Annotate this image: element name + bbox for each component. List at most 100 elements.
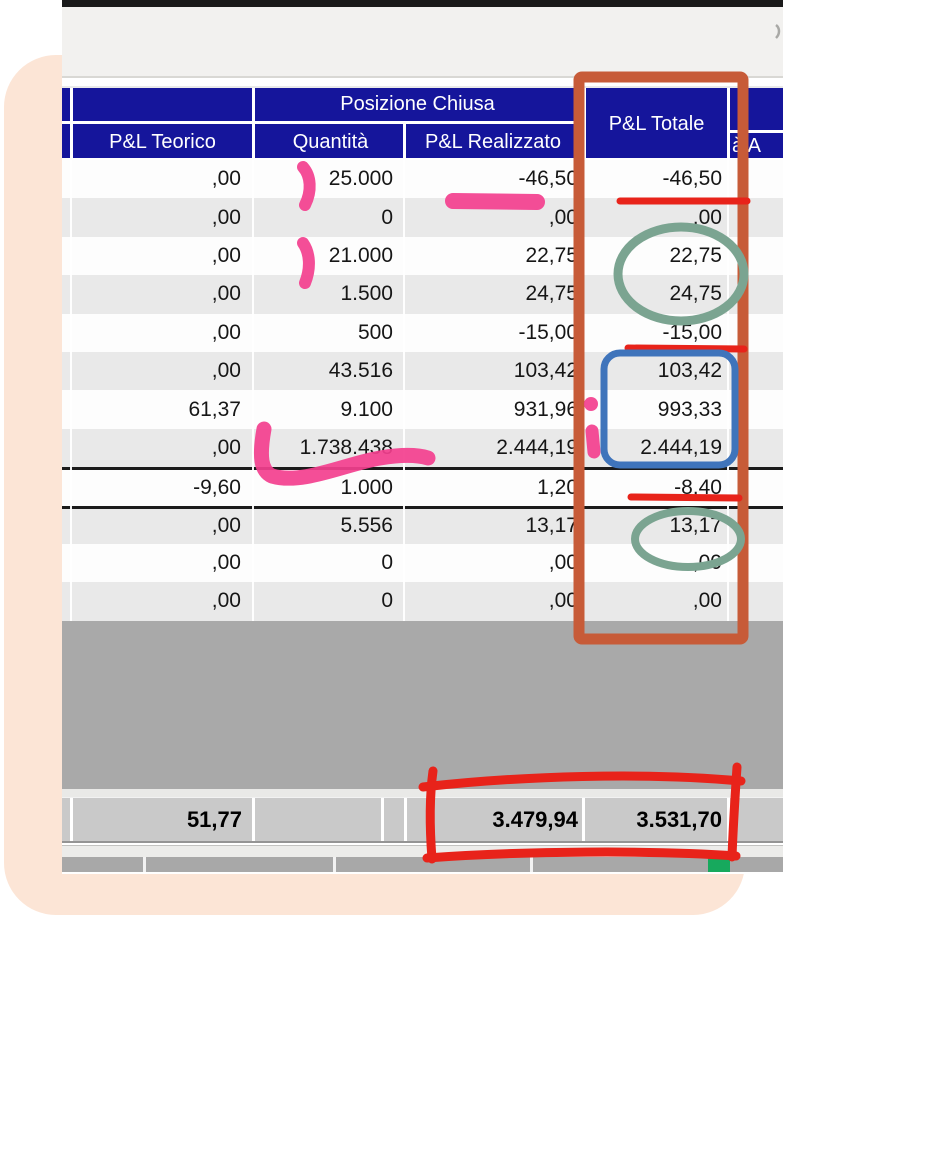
cell-quantita: 0 bbox=[381, 551, 393, 575]
totals-divider bbox=[727, 798, 730, 841]
cell-teorico: ,00 bbox=[211, 359, 241, 383]
cell-realizzato: ,00 bbox=[548, 551, 578, 575]
table-row[interactable]: ,00 1.738.438 2.444,19 2.444,19 bbox=[62, 428, 783, 468]
scrollbar-divider bbox=[530, 857, 533, 872]
cell-totale: 13,17 bbox=[669, 514, 722, 538]
cell-teorico: ,00 bbox=[211, 282, 241, 306]
table-row[interactable]: ,00 0 ,00 ,00 bbox=[62, 582, 783, 621]
total-pnl-totale: 3.531,70 bbox=[636, 806, 722, 832]
cell-teorico: ,00 bbox=[211, 551, 241, 575]
cell-filler bbox=[727, 237, 783, 275]
table-row[interactable]: ,00 43.516 103,42 103,42 bbox=[62, 351, 783, 391]
small-artifact-mark bbox=[775, 24, 781, 39]
totals-divider bbox=[404, 798, 407, 841]
cell-filler bbox=[727, 544, 783, 582]
table-header: Posizione Chiusa P&L Teorico Quantità P&… bbox=[62, 86, 783, 160]
cell-quantita: 5.556 bbox=[340, 514, 393, 538]
table-row[interactable]: ,00 1.500 24,75 24,75 bbox=[62, 275, 783, 314]
cell-totale: ,00 bbox=[692, 551, 722, 575]
cell-totale: -15,00 bbox=[662, 320, 722, 344]
column-header-pnl-teorico[interactable]: P&L Teorico bbox=[109, 130, 216, 153]
column-header-partial[interactable]: à A bbox=[732, 135, 761, 157]
cell-realizzato: 2.444,19 bbox=[496, 435, 578, 459]
cell-realizzato: 103,42 bbox=[513, 359, 578, 383]
separator-strip bbox=[62, 789, 783, 797]
totals-divider bbox=[582, 798, 585, 841]
cell-filler bbox=[727, 275, 783, 313]
cell-quantita: 0 bbox=[381, 205, 393, 229]
cell-teorico: 61,37 bbox=[188, 397, 241, 421]
cell-filler bbox=[727, 390, 783, 428]
cell-totale: -46,50 bbox=[662, 167, 722, 191]
cell-filler bbox=[727, 470, 783, 505]
cell-realizzato: ,00 bbox=[548, 205, 578, 229]
cell-filler bbox=[727, 352, 783, 390]
cell-teorico: ,00 bbox=[211, 167, 241, 191]
empty-grid-area bbox=[62, 621, 783, 789]
header-divider bbox=[62, 121, 580, 124]
totals-divider bbox=[381, 798, 384, 841]
cell-totale: 24,75 bbox=[669, 282, 722, 306]
cell-realizzato: ,00 bbox=[548, 589, 578, 613]
table-body: ,00 25.000 -46,50 -46,50 ,00 0 ,00 ,00 ,00 21.000… bbox=[62, 160, 783, 621]
table-row[interactable]: -9,60 1.000 1,20 -8,40 bbox=[62, 467, 783, 506]
scrollbar-divider bbox=[143, 857, 146, 872]
cell-teorico: ,00 bbox=[211, 320, 241, 344]
cell-realizzato: 24,75 bbox=[525, 282, 578, 306]
total-quantita bbox=[255, 798, 371, 841]
table-row[interactable]: ,00 500 -15,00 -15,00 bbox=[62, 313, 783, 352]
cell-quantita: 25.000 bbox=[328, 167, 393, 191]
horizontal-scrollbar[interactable] bbox=[62, 857, 783, 872]
cell-quantita: 9.100 bbox=[340, 397, 393, 421]
table-row[interactable]: ,00 0 ,00 ,00 bbox=[62, 543, 783, 583]
totals-divider bbox=[252, 798, 255, 841]
cell-teorico: ,00 bbox=[211, 205, 241, 229]
header-divider bbox=[70, 88, 73, 160]
cell-totale: 993,33 bbox=[657, 397, 722, 421]
cell-filler bbox=[727, 314, 783, 352]
cell-realizzato: 931,96 bbox=[513, 397, 578, 421]
cell-teorico: -9,60 bbox=[193, 475, 241, 499]
app-window: Posizione Chiusa P&L Teorico Quantità P&… bbox=[62, 0, 783, 874]
cell-realizzato: 22,75 bbox=[525, 243, 578, 267]
cell-filler bbox=[727, 198, 783, 236]
column-header-quantita[interactable]: Quantità bbox=[292, 130, 369, 153]
header-divider bbox=[730, 130, 783, 133]
totals-row: 51,77 3.479,94 3.531,70 bbox=[62, 797, 783, 843]
separator-strip bbox=[62, 845, 783, 857]
cell-totale: ,00 bbox=[692, 205, 722, 229]
cell-totale: -8,40 bbox=[674, 475, 722, 499]
column-group-posizione-chiusa[interactable]: Posizione Chiusa bbox=[340, 93, 495, 115]
cell-teorico: ,00 bbox=[211, 243, 241, 267]
scrollbar-divider bbox=[333, 857, 336, 872]
header-divider bbox=[252, 88, 255, 160]
cell-realizzato: -46,50 bbox=[518, 167, 578, 191]
table-row[interactable]: ,00 25.000 -46,50 -46,50 bbox=[62, 160, 783, 199]
header-divider bbox=[403, 121, 406, 160]
cell-quantita: 500 bbox=[357, 320, 393, 344]
cell-filler bbox=[727, 429, 783, 467]
table-row[interactable]: ,00 5.556 13,17 13,17 bbox=[62, 505, 783, 544]
table-row[interactable]: ,00 0 ,00 ,00 bbox=[62, 198, 783, 237]
column-divider bbox=[70, 160, 72, 621]
cell-filler bbox=[727, 509, 783, 544]
cell-quantita: 1.500 bbox=[340, 282, 393, 306]
total-pnl-realizzato: 3.479,94 bbox=[492, 806, 578, 832]
column-header-pnl-totale[interactable]: P&L Totale bbox=[608, 112, 705, 135]
table-row[interactable]: 61,37 9.100 931,96 993,33 bbox=[62, 390, 783, 429]
cell-teorico: ,00 bbox=[211, 589, 241, 613]
column-divider bbox=[403, 160, 405, 621]
green-indicator-square bbox=[708, 857, 730, 872]
cell-quantita: 21.000 bbox=[328, 243, 393, 267]
totals-divider bbox=[70, 798, 73, 841]
cell-teorico: ,00 bbox=[211, 514, 241, 538]
table-row[interactable]: ,00 21.000 22,75 22,75 bbox=[62, 236, 783, 276]
cell-totale: 2.444,19 bbox=[640, 435, 722, 459]
cell-quantita: 43.516 bbox=[328, 359, 393, 383]
cell-totale: 103,42 bbox=[657, 359, 722, 383]
toolbar-area bbox=[62, 7, 783, 78]
column-header-pnl-realizzato[interactable]: P&L Realizzato bbox=[425, 130, 561, 153]
cell-quantita: 0 bbox=[381, 589, 393, 613]
total-pnl-teorico: 51,77 bbox=[186, 806, 242, 832]
cell-quantita: 1.738.438 bbox=[299, 435, 393, 459]
